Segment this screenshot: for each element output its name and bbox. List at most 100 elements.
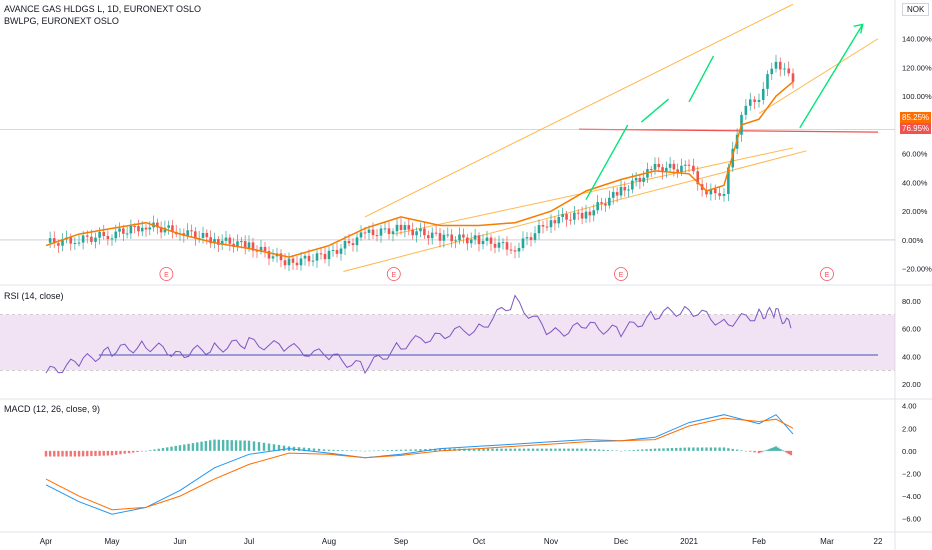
macd-histogram-bar [468,448,471,451]
candle-body [753,99,756,102]
rsi-axis-tick: 60.00 [902,325,921,334]
macd-histogram-bar [69,450,72,457]
candle-body [718,193,721,196]
candle-body [69,237,73,244]
candle-body [434,232,438,234]
candle-body [90,236,93,242]
candle-body [251,242,255,251]
candle-body [638,177,642,182]
macd-histogram-bar [127,450,131,454]
macd-histogram-bar [161,448,165,451]
symbol-title[interactable]: AVANCE GAS HLDGS L, 1D, EURONEXT OSLO [4,4,202,14]
macd-histogram-bar [65,450,68,457]
candle-body [52,238,56,244]
candle-body [355,237,359,246]
candle-body [623,186,627,191]
candle-body [194,231,197,239]
macd-axis-tick: −4.00 [902,492,921,501]
price-axis-tick: 100.00% [902,92,932,101]
candle-body [114,231,118,239]
macd-histogram-bar [132,450,135,453]
macd-histogram-bar [662,448,665,451]
candle-body [783,68,786,70]
macd-histogram-bar [500,448,503,451]
macd-histogram-bar [234,440,238,451]
candle-body [619,186,623,196]
macd-histogram-bar [658,448,661,451]
time-axis-tick: Apr [40,537,53,546]
price-axis-tick: 60.00% [902,150,928,159]
candle-body [125,233,129,235]
macd-histogram-bar [178,445,182,451]
macd-histogram-bar [768,448,771,451]
rsi-axis-tick: 40.00 [902,352,921,361]
macd-histogram-bar [509,448,512,451]
macd-histogram-bar [580,448,583,451]
macd-histogram-bar [77,450,81,457]
macd-histogram-bar [226,439,229,451]
candle-body [236,241,239,247]
macd-histogram-bar [409,449,412,451]
candle-body [454,240,457,242]
macd-histogram-bar [641,449,644,451]
earnings-marker-label: E [391,272,396,279]
candle-body [190,230,193,232]
macd-histogram-bar [174,445,177,451]
candle-body [661,167,664,173]
candle-body [315,253,319,261]
rsi-line [45,294,792,375]
candle-body [259,246,263,252]
macd-histogram-bar [513,448,517,451]
currency-badge[interactable]: NOK [902,3,930,16]
macd-pane-label[interactable]: MACD (12, 26, close, 9) [4,404,101,414]
rsi-pane-label[interactable]: RSI (14, close) [4,291,64,301]
candle-body [573,212,576,220]
earnings-marker [386,267,401,281]
candle-body [419,228,422,232]
price-axis-tick: 40.00% [902,178,928,187]
candle-body [57,243,60,246]
candle-body [186,230,189,236]
candle-body [634,177,638,181]
candle-body [299,258,303,266]
candle-body [627,189,630,191]
candle-body [359,232,363,238]
price-axis-tick: 20.00% [902,207,928,216]
macd-histogram-bar [549,448,553,451]
candle-body [505,242,509,250]
macd-histogram-bar [722,447,726,451]
macd-histogram-bar [653,448,657,451]
candle-body [347,241,351,244]
earnings-marker [159,267,174,281]
macd-histogram-bar [692,447,695,451]
macd-histogram-bar [443,448,447,451]
candle-body [140,227,144,232]
macd-histogram-bar [302,447,306,451]
candle-body [102,231,106,237]
macd-histogram-bar [267,443,271,451]
candle-body [469,239,473,244]
candle-body [110,238,114,240]
candle-body [727,167,730,195]
candle-body [411,229,414,236]
macd-histogram-bar [73,450,77,457]
candle-body [48,238,52,243]
candle-body [680,165,683,172]
candle-body [744,105,748,115]
candle-body [787,68,791,74]
compare-symbol-label[interactable]: BWLPG, EURONEXT OSLO [4,16,119,26]
candle-body [243,241,247,249]
candle-body [133,226,136,228]
candle-body [450,234,453,242]
candle-body [501,242,505,244]
candle-body [163,227,167,233]
candle-body [692,165,695,172]
macd-histogram-bar [230,440,233,451]
macd-histogram-bar [774,446,778,451]
candle-body [367,229,371,233]
macd-histogram-bar [419,449,422,451]
macd-histogram-bar [252,441,256,451]
macd-signal-line [45,417,794,511]
macd-histogram-bar [341,450,344,451]
